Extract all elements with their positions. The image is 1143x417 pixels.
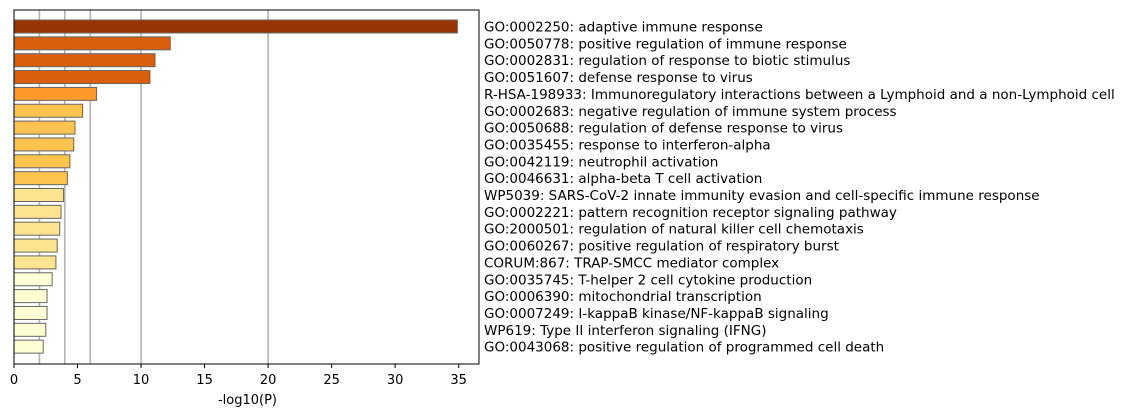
bar-15 [13, 272, 53, 287]
category-labels: GO:0002250: adaptive immune responseGO:0… [484, 20, 1115, 356]
category-label-10: WP5039: SARS-CoV-2 innate immunity evasi… [484, 188, 1040, 204]
category-label-14: CORUM:867: TRAP-SMCC mediator complex [484, 255, 779, 271]
x-tick-label-1: 5 [73, 373, 81, 388]
category-label-12: GO:2000501: regulation of natural killer… [484, 222, 864, 238]
bar-12 [13, 221, 61, 236]
category-label-6: GO:0050688: regulation of defense respon… [484, 121, 843, 137]
plot-frame [13, 9, 480, 365]
category-label-1: GO:0050778: positive regulation of immun… [484, 36, 847, 52]
x-tick-label-6: 30 [387, 373, 404, 388]
bar-11 [13, 204, 62, 219]
category-label-4: R-HSA-198933: Immunoregulatory interacti… [484, 87, 1115, 103]
bar-0 [13, 19, 458, 34]
x-axis: 0 5 10 15 20 25 30 35 [10, 364, 467, 388]
x-tick-label-0: 0 [10, 373, 18, 388]
category-label-2: GO:0002831: regulation of response to bi… [484, 53, 850, 69]
category-label-0: GO:0002250: adaptive immune response [484, 20, 763, 36]
bar-6 [13, 120, 76, 135]
category-label-16: GO:0006390: mitochondrial transcription [484, 289, 762, 305]
category-label-3: GO:0051607: defense response to virus [484, 70, 753, 86]
category-label-13: GO:0060267: positive regulation of respi… [484, 239, 839, 255]
bar-19 [13, 339, 44, 354]
bar-5 [13, 103, 84, 118]
bar-7 [13, 137, 75, 152]
category-label-8: GO:0042119: neutrophil activation [484, 154, 718, 170]
x-tick-label-4: 20 [260, 373, 277, 388]
category-label-15: GO:0035745: T-helper 2 cell cytokine pro… [484, 272, 812, 288]
category-label-7: GO:0035455: response to interferon-alpha [484, 137, 771, 153]
bar-8 [13, 154, 71, 169]
bar-18 [13, 322, 47, 337]
category-label-18: WP619: Type II interferon signaling (IFN… [484, 323, 766, 339]
category-label-5: GO:0002683: negative regulation of immun… [484, 104, 897, 120]
bar-13 [13, 238, 58, 253]
bar-3 [13, 70, 151, 85]
category-label-9: GO:0046631: alpha-beta T cell activation [484, 171, 762, 187]
x-tick-label-3: 15 [196, 373, 213, 388]
x-tick-label-5: 25 [323, 373, 340, 388]
reference-lines [38, 10, 269, 364]
bar-17 [13, 305, 48, 320]
x-tick-label-2: 10 [133, 373, 150, 388]
bar-2 [13, 53, 156, 68]
bar-9 [13, 171, 68, 186]
bar-1 [13, 36, 171, 51]
bar-14 [13, 255, 57, 270]
x-tick-label-7: 35 [450, 373, 467, 388]
bar-16 [13, 289, 48, 304]
category-label-19: GO:0043068: positive regulation of progr… [484, 340, 884, 356]
bar-10 [13, 188, 65, 202]
bar-4 [13, 86, 98, 101]
bars [13, 19, 458, 354]
category-label-17: GO:0007249: I-kappaB kinase/NF-kappaB si… [484, 306, 829, 322]
category-label-11: GO:0002221: pattern recognition receptor… [484, 205, 897, 221]
x-axis-title: -log10(P) [218, 393, 277, 408]
